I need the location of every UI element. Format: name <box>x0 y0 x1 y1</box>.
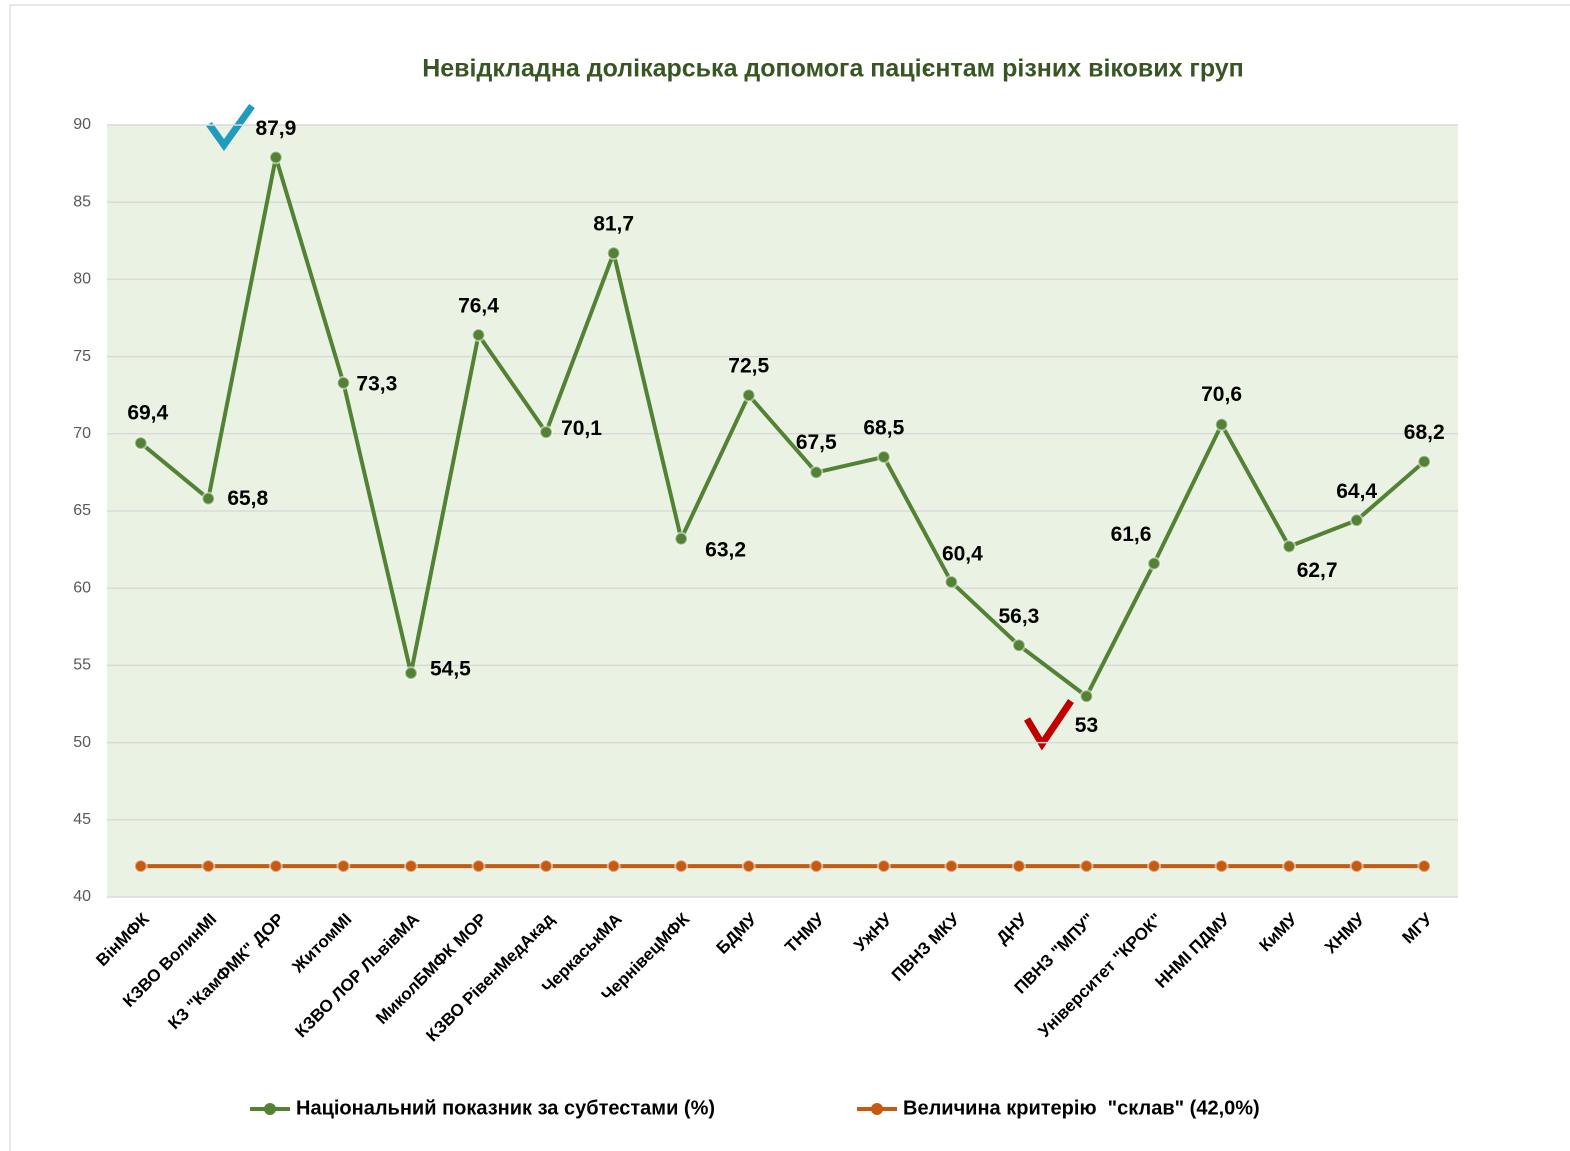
data-label: 70,6 <box>1201 383 1242 406</box>
marker <box>809 859 824 874</box>
data-label: 56,3 <box>998 605 1039 628</box>
marker <box>1079 859 1094 874</box>
check-icon <box>206 103 255 152</box>
marker <box>539 859 554 874</box>
data-label: 69,4 <box>127 402 168 425</box>
data-label: 68,5 <box>863 417 904 440</box>
marker <box>336 375 351 390</box>
legend-label: Національний показник за субтестами (%) <box>296 1097 715 1119</box>
y-tick-label: 80 <box>73 271 91 288</box>
data-label: 60,4 <box>942 543 983 566</box>
data-label: 72,5 <box>728 355 769 378</box>
data-label: 67,5 <box>796 431 837 454</box>
marker <box>741 859 756 874</box>
marker <box>471 327 486 342</box>
marker <box>944 575 959 590</box>
marker <box>674 531 689 546</box>
marker <box>539 425 554 440</box>
legend-marker <box>871 1103 883 1115</box>
marker <box>1214 859 1229 874</box>
marker <box>674 859 689 874</box>
y-tick-label: 45 <box>73 811 91 828</box>
data-label: 76,4 <box>458 295 499 318</box>
data-label: 54,5 <box>430 658 471 681</box>
data-label: 53 <box>1075 714 1098 737</box>
series-line <box>139 156 1426 700</box>
marker <box>1011 638 1026 653</box>
check-icon <box>1023 699 1074 751</box>
marker <box>1147 556 1162 571</box>
marker <box>1417 454 1432 469</box>
y-tick-label: 70 <box>73 425 91 442</box>
data-label: 62,7 <box>1297 559 1338 582</box>
data-label: 61,6 <box>1111 523 1152 546</box>
marker <box>403 666 418 681</box>
marker <box>876 859 891 874</box>
legend-marker <box>264 1103 276 1115</box>
marker <box>1011 859 1026 874</box>
data-label: 63,2 <box>705 538 746 561</box>
y-tick-label: 40 <box>73 888 91 905</box>
y-tick-label: 65 <box>73 502 91 519</box>
marker <box>403 859 418 874</box>
y-tick-label: 50 <box>73 734 91 751</box>
y-tick-label: 55 <box>73 657 91 674</box>
data-label: 81,7 <box>593 213 634 236</box>
marker <box>133 436 148 451</box>
marker <box>1349 859 1364 874</box>
marker <box>471 859 486 874</box>
marker <box>201 491 216 506</box>
marker <box>1282 539 1297 554</box>
data-label: 73,3 <box>356 372 397 395</box>
y-tick-label: 90 <box>73 116 91 133</box>
y-tick-label: 85 <box>73 193 91 210</box>
marker <box>606 859 621 874</box>
marker <box>741 388 756 403</box>
y-tick-label: 60 <box>73 579 91 596</box>
marker <box>133 859 148 874</box>
marker <box>606 246 621 261</box>
marker <box>1349 513 1364 528</box>
marker <box>1079 689 1094 704</box>
chart-title: Невідкладна долікарська допомога пацієнт… <box>422 55 1244 83</box>
marker <box>809 465 824 480</box>
marker <box>876 449 891 464</box>
marker <box>201 859 216 874</box>
legend-label: Величина критерію "склав" (42,0%) <box>903 1097 1260 1119</box>
data-label: 65,8 <box>227 487 268 510</box>
data-label: 70,1 <box>561 417 602 440</box>
marker <box>1417 859 1432 874</box>
marker <box>1214 417 1229 432</box>
marker <box>268 859 283 874</box>
data-label: 87,9 <box>255 117 296 140</box>
y-tick-label: 75 <box>73 348 91 365</box>
data-label: 64,4 <box>1336 480 1377 503</box>
data-label: 68,2 <box>1404 421 1445 444</box>
marker <box>336 859 351 874</box>
marker <box>944 859 959 874</box>
marker <box>1147 859 1162 874</box>
marker <box>268 150 283 165</box>
marker <box>1282 859 1297 874</box>
